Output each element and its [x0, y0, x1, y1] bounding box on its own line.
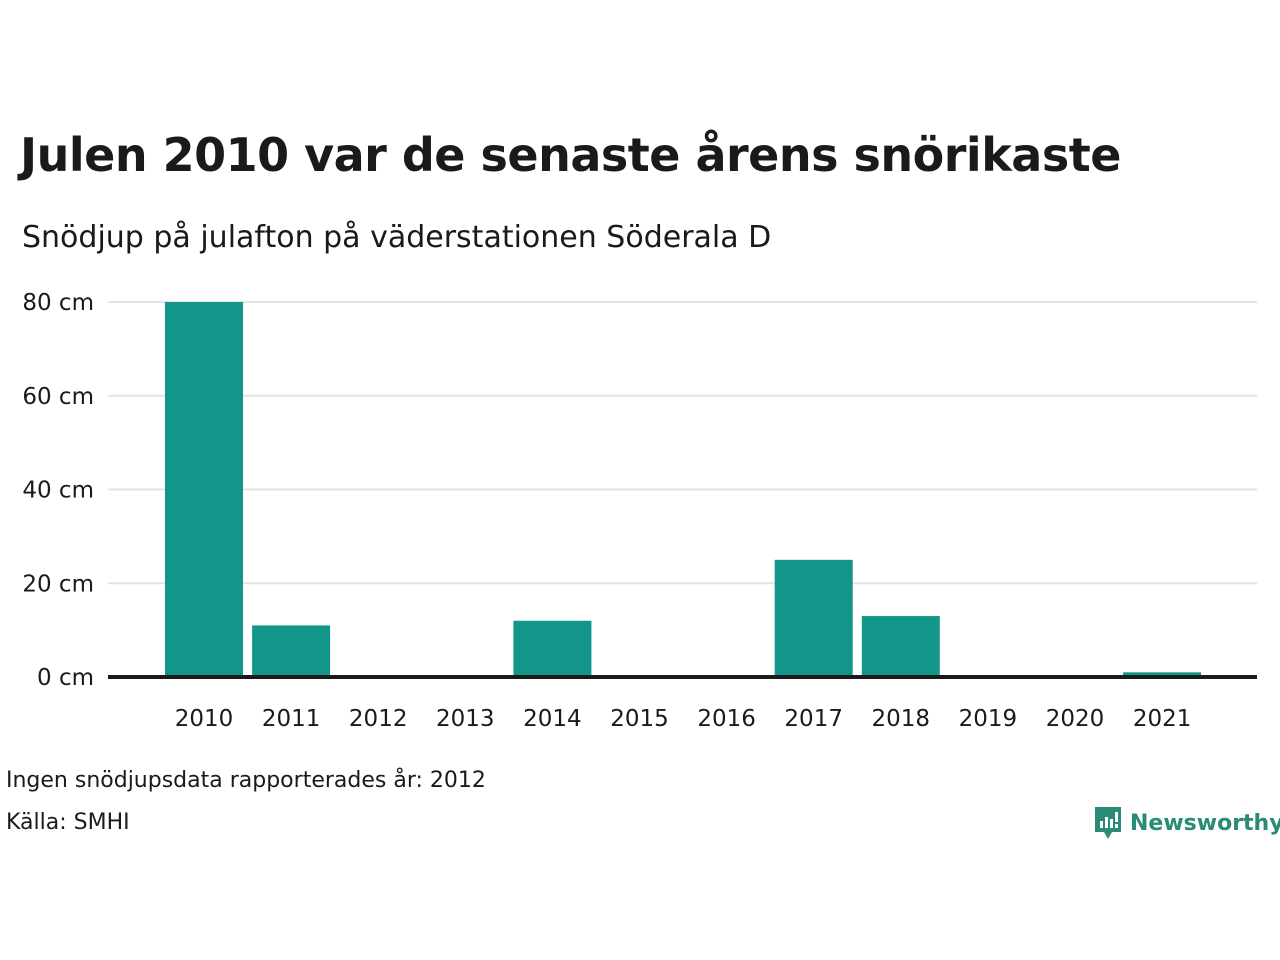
bars [165, 302, 1202, 677]
bar-2010 [165, 302, 243, 677]
x-tick-label-2016: 2016 [697, 706, 756, 732]
y-tick-label: 20 cm [22, 571, 94, 597]
x-tick-label-2013: 2013 [436, 706, 495, 732]
missing-data-note: Ingen snödjupsdata rapporterades år: 201… [6, 768, 486, 793]
x-tick-label-2021: 2021 [1133, 706, 1192, 732]
bar-2011 [252, 625, 331, 677]
chart-title: Julen 2010 var de senaste årens snörikas… [20, 128, 1121, 182]
y-tick-label: 60 cm [22, 384, 94, 410]
x-tick-label-2010: 2010 [175, 706, 234, 732]
bar-2021 [1123, 672, 1202, 677]
grid-lines [108, 301, 1257, 585]
x-tick-label-2014: 2014 [523, 706, 582, 732]
x-tick-label-2019: 2019 [959, 706, 1018, 732]
bar-2017 [774, 559, 853, 677]
y-tick-label: 80 cm [22, 290, 94, 316]
source-note: Källa: SMHI [6, 810, 130, 835]
x-tick-label-2017: 2017 [784, 706, 843, 732]
x-tick-label-2020: 2020 [1046, 706, 1105, 732]
x-axis-tick-labels: 2010 2011 2012 2013 2014 2015 2016 2017 2018 2019… [175, 706, 1192, 732]
x-tick-label-2011: 2011 [262, 706, 321, 732]
brand-name: Newsworthy [1130, 810, 1280, 836]
y-tick-label: 0 cm [37, 665, 94, 691]
newsworthy-logo-icon [1095, 807, 1121, 839]
y-tick-label: 40 cm [22, 478, 94, 504]
x-tick-label-2015: 2015 [610, 706, 669, 732]
bar-2018 [861, 616, 940, 677]
brand-logo: Newsworthy [1094, 806, 1280, 840]
chart-subtitle: Snödjup på julafton på väderstationen Sö… [22, 220, 772, 255]
x-tick-label-2018: 2018 [872, 706, 931, 732]
bar-2014 [513, 620, 592, 677]
y-axis-tick-labels: 0 cm 20 cm 40 cm 60 cm 80 cm [22, 290, 94, 691]
x-tick-label-2012: 2012 [349, 706, 408, 732]
